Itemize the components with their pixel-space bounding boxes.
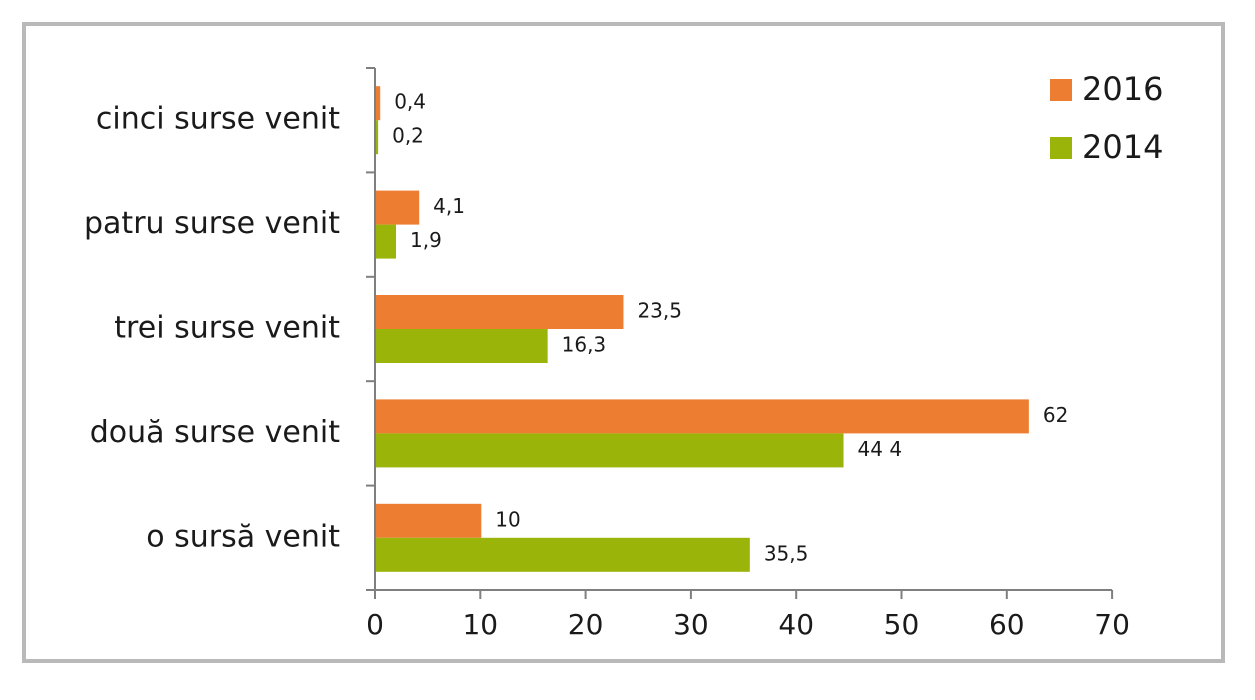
x-tick-label: 10: [462, 608, 498, 641]
bar-2016: [376, 86, 381, 121]
data-label-2014: 0,2: [392, 124, 424, 148]
bar-2014: [376, 224, 397, 259]
legend-label: 2014: [1082, 128, 1163, 166]
category-label: cinci surse venit: [96, 102, 340, 137]
x-tick-label: 60: [989, 608, 1025, 641]
category-label: trei surse venit: [114, 311, 340, 346]
legend-swatch-2016: [1050, 79, 1072, 101]
x-tick-label: 20: [568, 608, 604, 641]
legend-label: 2016: [1082, 70, 1163, 108]
x-tick-label: 30: [673, 608, 709, 641]
data-label-2014: 1,9: [410, 228, 442, 252]
data-label-2016: 0,4: [394, 90, 426, 114]
data-label-2016: 4,1: [433, 194, 465, 218]
x-tick-label: 0: [366, 608, 384, 641]
data-label-2014: 16,3: [562, 333, 607, 357]
data-label-2016: 10: [495, 507, 520, 531]
bar-2016: [376, 190, 420, 225]
bar-2014: [376, 120, 379, 155]
bar-2014: [376, 433, 844, 468]
category-label: două surse venit: [90, 415, 340, 450]
bar-2016: [376, 399, 1029, 434]
data-label-2014: 35,5: [764, 541, 809, 565]
x-tick-label: 40: [778, 608, 814, 641]
data-label-2016: 62: [1043, 403, 1068, 427]
category-label: patru surse venit: [84, 206, 340, 241]
data-label-2014: 44 4: [858, 437, 903, 461]
category-label: o sursă venit: [146, 519, 340, 554]
data-label-2016: 23,5: [637, 299, 682, 323]
bar-2014: [376, 537, 750, 572]
x-tick-label: 50: [884, 608, 920, 641]
legend-swatch-2014: [1050, 137, 1072, 159]
x-tick-label: 70: [1094, 608, 1130, 641]
bar-2014: [376, 329, 548, 363]
bar-2016: [376, 295, 624, 329]
bar-2016: [376, 503, 482, 538]
